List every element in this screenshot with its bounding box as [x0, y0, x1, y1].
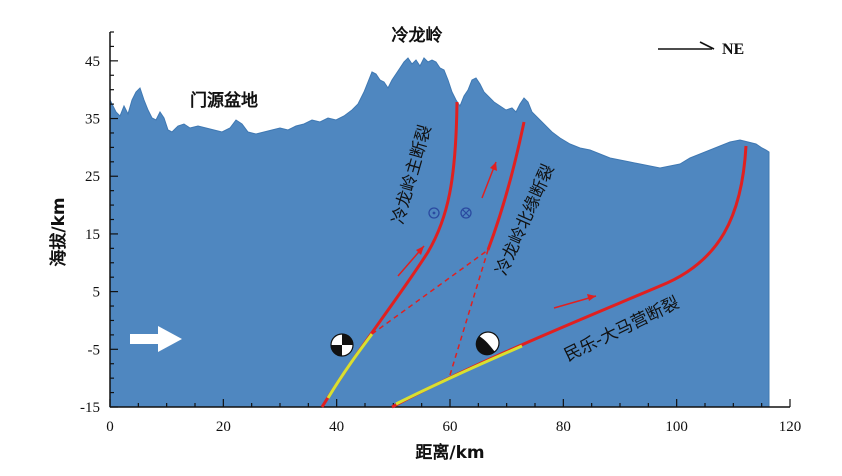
y-tick-label: 35: [85, 112, 100, 128]
y-tick-label: -15: [80, 400, 100, 416]
x-tick-label: 80: [556, 419, 571, 435]
fault-north-line: [486, 121, 526, 251]
fault-minle-rupture: [395, 344, 523, 406]
slip-arrow-north: [481, 161, 497, 199]
fault-connection-dashed-1: [371, 249, 489, 335]
y-tick-label: 45: [85, 54, 100, 70]
y-tick-label: 25: [85, 169, 100, 185]
x-tick-label: 40: [329, 419, 344, 435]
x-tick-label: 120: [779, 419, 802, 435]
fault-main-rupture: [326, 333, 374, 399]
fault-connection-dashed-2: [449, 249, 489, 376]
right-arrow-icon: [658, 41, 715, 50]
y-axis-title: 海拔/km: [48, 197, 69, 266]
direction-indicator: NE: [658, 41, 744, 58]
x-axis-title: 距离/km: [415, 442, 484, 463]
y-tick-label: 5: [93, 285, 101, 301]
x-tick-labels: 0 20 40 60 80 100 120: [106, 419, 801, 435]
slip-arrows: [397, 161, 597, 309]
beachball-icon: [330, 333, 354, 357]
right-arrow-icon: [130, 326, 182, 352]
slip-arrow-main: [397, 245, 425, 277]
faults: [320, 101, 748, 409]
basin-label: 门源盆地: [190, 90, 258, 111]
y-tick-labels: 45 35 25 15 5 -5 -15: [80, 54, 100, 416]
y-tick-label: -5: [88, 342, 101, 358]
topography-profile: [109, 57, 770, 408]
x-tick-label: 0: [106, 419, 114, 435]
cross-circle-icon: [460, 207, 472, 219]
y-tick-label: 15: [85, 227, 100, 243]
x-tick-label: 20: [216, 419, 231, 435]
x-tick-label: 60: [443, 419, 458, 435]
dot-circle-icon: [428, 207, 440, 219]
slip-arrow-minle: [553, 294, 597, 309]
beachball-icon: [475, 331, 500, 356]
direction-label: NE: [722, 41, 744, 58]
peak-label: 冷龙岭: [392, 25, 443, 46]
y-ticks: [110, 31, 118, 408]
x-ticks: [109, 399, 791, 407]
x-tick-label: 100: [665, 419, 688, 435]
axes: 0 20 40 60 80 100 120 45 35 25 15 5 -5 -15 距离/km 海拔/…: [48, 31, 801, 463]
plot-area: [109, 57, 770, 408]
